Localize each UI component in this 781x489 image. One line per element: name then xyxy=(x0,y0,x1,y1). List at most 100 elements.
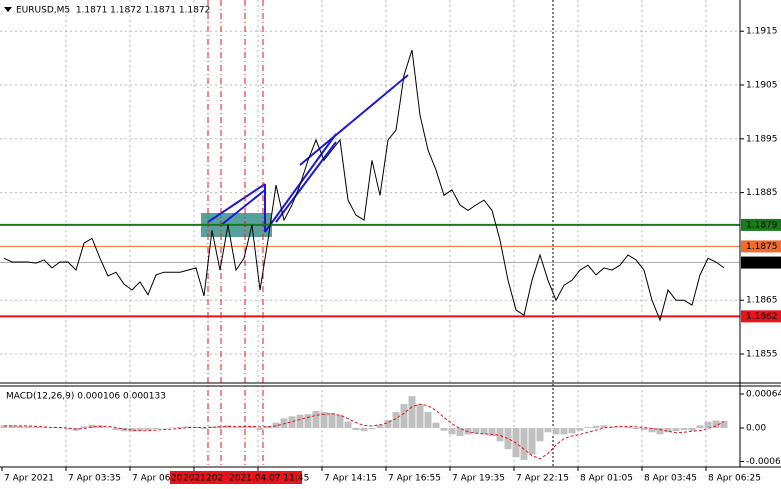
x-tick-label: 7 Apr 16:55 xyxy=(388,474,441,484)
title-icon xyxy=(4,7,12,12)
vertical-lines xyxy=(207,0,554,467)
histogram-bar xyxy=(392,412,400,429)
histogram-bar xyxy=(264,425,272,429)
y-tick-label: 0.000641 xyxy=(746,390,781,400)
histogram-bar xyxy=(576,428,584,431)
histogram-bar xyxy=(0,425,8,429)
histogram-bar xyxy=(304,414,312,429)
chart-title: EURUSD,M5 1.1871 1.1872 1.1871 1.1872 xyxy=(16,6,210,16)
y-tick-label: 1.1865 xyxy=(746,296,778,306)
y-tick-label: 0.00 xyxy=(746,424,766,434)
y-tick-label: 1.1905 xyxy=(746,81,778,91)
histogram-bar xyxy=(456,428,464,436)
histogram-bar xyxy=(352,428,360,431)
histogram-bar xyxy=(440,428,448,431)
grid xyxy=(0,0,740,467)
histogram-bar xyxy=(608,426,616,429)
histogram-bar xyxy=(152,428,160,430)
histogram-bar xyxy=(408,396,416,429)
histogram-bar xyxy=(208,426,216,429)
histogram-bar xyxy=(360,428,368,432)
level-label: 1.1879 xyxy=(746,220,778,230)
histogram-bar xyxy=(544,428,552,433)
histogram-bar xyxy=(480,428,488,435)
histogram-bar xyxy=(560,428,568,435)
histogram-bar xyxy=(416,404,424,429)
histogram-bar xyxy=(672,428,680,432)
histogram-bar xyxy=(648,428,656,433)
histogram-bar xyxy=(8,425,16,429)
histogram-bar xyxy=(656,428,664,435)
histogram-bar xyxy=(328,413,336,429)
histogram-bar xyxy=(64,428,72,430)
price-line xyxy=(3,49,725,322)
histogram-bar xyxy=(24,426,32,429)
histogram-bar xyxy=(168,427,176,429)
histogram-bar xyxy=(448,428,456,435)
level-label: 1.1872 xyxy=(746,258,778,268)
histogram-bar xyxy=(552,428,560,435)
x-tick-label: 7 Apr 2021 xyxy=(4,474,54,484)
histogram-bar xyxy=(368,428,376,430)
histogram-bar xyxy=(80,426,88,429)
vline-label: 20 xyxy=(171,474,183,484)
histogram-bar xyxy=(232,426,240,429)
histogram-bar xyxy=(504,428,512,450)
vline-label: 2021.04.07 11:45 xyxy=(229,474,309,484)
x-tick-label: 7 Apr 19:35 xyxy=(452,474,505,484)
histogram-bar xyxy=(528,428,536,455)
histogram-bar xyxy=(640,428,648,431)
level-label: 1.1862 xyxy=(746,312,778,322)
histogram-bar xyxy=(160,428,168,429)
indicator-title: MACD(12,26,9) 0.000106 0.000133 xyxy=(6,392,166,402)
histogram-bar xyxy=(320,412,328,429)
histogram-bar xyxy=(688,428,696,431)
histogram-bar xyxy=(632,428,640,430)
histogram-bar xyxy=(296,414,304,429)
histogram-bar xyxy=(488,428,496,436)
histogram-bar xyxy=(376,424,384,429)
histogram-bar xyxy=(664,428,672,433)
histogram-bar xyxy=(720,421,728,429)
vline-label-box xyxy=(205,471,231,484)
y-tick-label: 1.1915 xyxy=(746,27,778,37)
x-tick-label: 8 Apr 06:25 xyxy=(708,474,761,484)
histogram-bar xyxy=(16,425,24,429)
x-tick-label: 7 Apr 14:15 xyxy=(324,474,377,484)
histogram-bar xyxy=(48,427,56,429)
plot xyxy=(0,49,740,460)
histogram-bar xyxy=(520,428,528,460)
histogram-bar xyxy=(224,425,232,429)
histogram-bar xyxy=(568,428,576,434)
histogram-bar xyxy=(616,427,624,429)
histogram-bar xyxy=(400,404,408,429)
x-tick-label: 7 Apr 03:35 xyxy=(68,474,121,484)
level-label: 1.1875 xyxy=(746,242,778,252)
histogram-bar xyxy=(592,425,600,429)
histogram-bar xyxy=(280,418,288,429)
histogram-bar xyxy=(112,428,120,431)
histogram-bar xyxy=(32,426,40,429)
histogram-bar xyxy=(536,428,544,442)
level-label-box xyxy=(741,310,781,323)
vline-label: 202 xyxy=(206,474,223,484)
histogram-bar xyxy=(496,428,504,442)
histogram-bar xyxy=(312,411,320,429)
histogram-bar xyxy=(136,428,144,431)
histogram-bar xyxy=(288,416,296,429)
histogram-bar xyxy=(336,414,344,429)
y-tick-label: 1.1885 xyxy=(746,188,778,198)
y-tick-label: 1.1855 xyxy=(746,350,778,360)
histogram-bar xyxy=(344,421,352,429)
histogram-bar xyxy=(424,412,432,429)
histogram-bar xyxy=(200,428,208,430)
histogram-bar xyxy=(704,421,712,429)
vline-label-box xyxy=(170,471,184,484)
histogram-bar xyxy=(584,426,592,429)
signal-line xyxy=(4,403,725,460)
level-label-box xyxy=(741,218,781,231)
labels: 1.1855 1.1865 1.1885 1.1895 1.1905 1.1915 7 Ap… xyxy=(1,27,781,484)
histogram-bar xyxy=(712,420,720,429)
histogram-bar xyxy=(40,427,48,429)
